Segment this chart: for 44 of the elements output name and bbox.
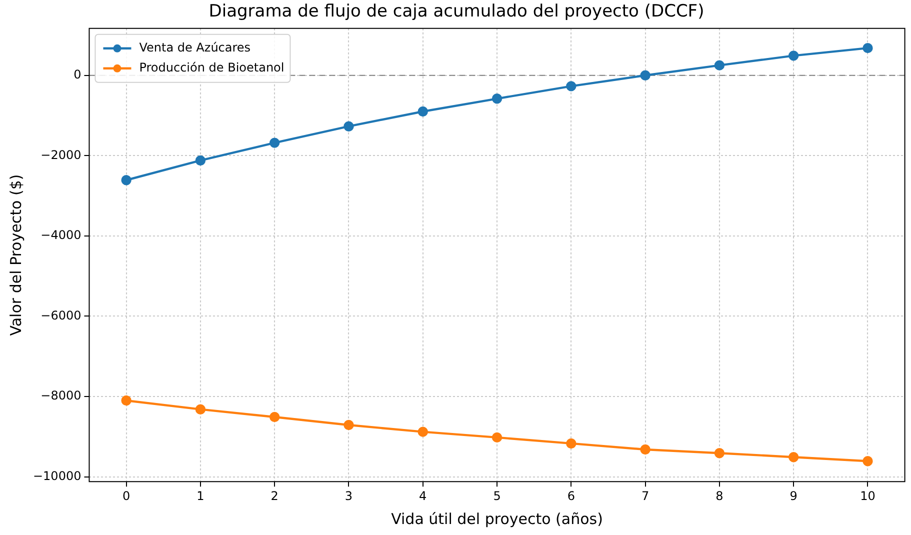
point bbox=[344, 121, 354, 132]
x-axis-title: Vida útil del proyecto (años) bbox=[391, 510, 603, 528]
point bbox=[195, 155, 206, 166]
point bbox=[492, 94, 502, 104]
x-tick-label: 9 bbox=[790, 488, 798, 503]
x-tick-label: 8 bbox=[716, 488, 724, 503]
point bbox=[566, 438, 576, 449]
x-tick-label: 10 bbox=[860, 488, 876, 503]
x-tick-label: 2 bbox=[270, 488, 278, 503]
legend-label: Producción de Bioetanol bbox=[139, 60, 284, 75]
y-tick-label: 0 bbox=[74, 67, 82, 82]
y-tick-label: −6000 bbox=[40, 308, 82, 322]
point bbox=[714, 60, 725, 70]
point bbox=[714, 448, 725, 458]
point bbox=[862, 456, 873, 466]
x-tick-label: 7 bbox=[641, 488, 650, 503]
point bbox=[269, 138, 280, 148]
point bbox=[862, 42, 873, 54]
point bbox=[269, 412, 280, 422]
point bbox=[566, 81, 576, 92]
y-tick-label: −10000 bbox=[32, 468, 82, 483]
point bbox=[418, 426, 428, 437]
point bbox=[788, 50, 799, 61]
point bbox=[640, 70, 650, 80]
x-tick-label: 5 bbox=[493, 488, 501, 503]
point bbox=[788, 452, 799, 462]
y-tick-label: −2000 bbox=[40, 148, 82, 162]
point bbox=[195, 404, 206, 414]
x-tick-label: 1 bbox=[196, 488, 204, 503]
x-tick-label: 4 bbox=[419, 488, 427, 503]
x-tick-label: 6 bbox=[567, 488, 575, 503]
point bbox=[418, 106, 428, 117]
y-tick-label: −4000 bbox=[40, 228, 82, 242]
point bbox=[492, 432, 502, 443]
legend-label: Venta de Azúcares bbox=[139, 40, 251, 55]
point bbox=[121, 395, 132, 406]
y-tick-label: −8000 bbox=[40, 388, 82, 403]
point bbox=[344, 420, 354, 430]
point bbox=[121, 175, 132, 186]
y-axis-title: Valor del Proyecto ($) bbox=[6, 174, 25, 336]
x-tick-label: 3 bbox=[344, 488, 353, 503]
point bbox=[640, 444, 650, 455]
chart-title: Diagrama de flujo de caja acumulado del proyecto (DCCF) bbox=[208, 2, 704, 22]
x-tick-label: 0 bbox=[122, 488, 130, 503]
